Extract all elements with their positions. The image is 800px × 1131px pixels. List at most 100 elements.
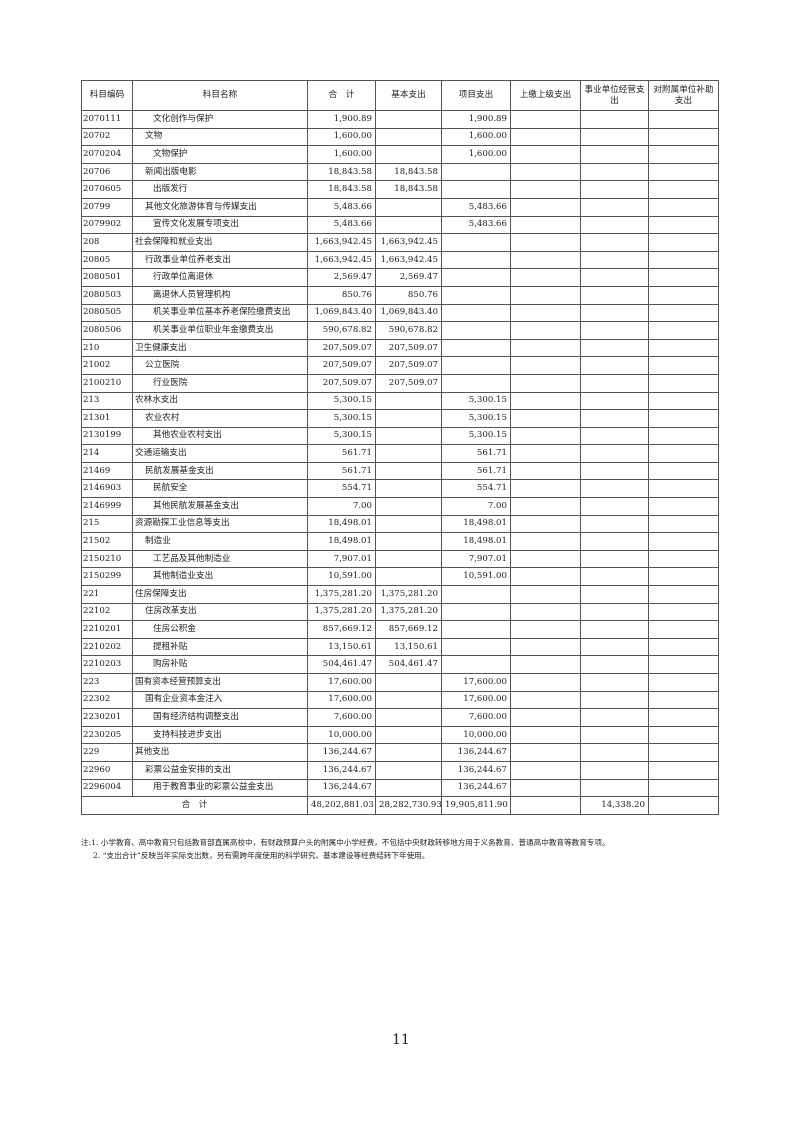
amount-cell	[375, 461, 442, 481]
amount-cell: 10,000.00	[441, 725, 511, 745]
subject-name: 提租补贴	[132, 637, 308, 657]
amount-cell	[580, 356, 649, 375]
amount-cell: 18,498.01	[441, 532, 511, 551]
amount-cell	[375, 725, 442, 745]
amount-cell	[510, 725, 581, 745]
amount-cell	[648, 268, 719, 287]
subject-code: 2130199	[81, 426, 133, 446]
amount-cell	[580, 673, 649, 692]
amount-cell: 18,498.01	[307, 532, 376, 551]
subject-name: 公立医院	[132, 356, 308, 375]
amount-cell	[580, 127, 649, 147]
amount-cell: 207,509.07	[375, 356, 442, 375]
subject-name: 工艺品及其他制造业	[132, 549, 308, 569]
amount-cell	[580, 497, 649, 516]
amount-cell: 1,069,843.40	[375, 303, 442, 323]
amount-cell: 554.71	[307, 479, 376, 499]
amount-cell: 2,569.47	[307, 268, 376, 287]
subject-name: 机关事业单位基本养老保险缴费支出	[132, 303, 308, 323]
total-amount: 19,905,811.90	[441, 796, 511, 815]
amount-cell	[580, 532, 649, 551]
amount-cell: 857,669.12	[307, 620, 376, 639]
amount-cell: 17,600.00	[307, 690, 376, 710]
amount-cell: 850.76	[307, 285, 376, 305]
subject-name: 卫生健康支出	[132, 338, 308, 358]
amount-cell: 17,600.00	[441, 690, 511, 710]
table-row: 2070204 文物保护 1,600.00 1,600.00	[81, 145, 719, 164]
table-row: 20799 其他文化旅游体育与传媒支出 5,483.66 5,483.66	[81, 197, 719, 217]
amount-cell	[510, 268, 581, 287]
amount-cell	[580, 303, 649, 323]
expenditure-table: 科目编码 科目名称合 计基本支出 项目支出 上缴上级支出 事业单位经营支出 对附属单位补助…	[81, 80, 719, 815]
column-header: 合 计	[307, 80, 376, 111]
table-row: 22960 彩票公益金安排的支出 136,244.67 136,244.67	[81, 760, 719, 780]
table-row: 2100210 行业医院 207,509.07 207,509.07	[81, 373, 719, 393]
subject-name: 住房公积金	[132, 620, 308, 639]
subject-code: 2146999	[81, 497, 133, 516]
amount-cell	[648, 162, 719, 182]
amount-cell	[441, 268, 511, 287]
amount-cell	[510, 338, 581, 358]
table-row: 2230205 支持科技进步支出 10,000.00 10,000.00	[81, 725, 719, 745]
amount-cell: 554.71	[441, 479, 511, 499]
amount-cell	[510, 127, 581, 147]
amount-cell: 1,663,942.45	[375, 233, 442, 252]
amount-cell: 7.00	[441, 497, 511, 516]
amount-cell	[510, 145, 581, 164]
amount-cell	[648, 409, 719, 428]
subject-name: 文物保护	[132, 145, 308, 164]
amount-cell	[441, 321, 511, 340]
subject-code: 20805	[81, 250, 133, 270]
amount-cell	[510, 708, 581, 727]
amount-cell	[648, 373, 719, 393]
amount-cell: 7,907.01	[307, 549, 376, 569]
subject-code: 2100210	[81, 373, 133, 393]
total-label: 合 计	[81, 796, 308, 815]
subject-code: 21502	[81, 532, 133, 551]
amount-cell: 13,150.61	[307, 637, 376, 657]
amount-cell: 5,483.66	[307, 215, 376, 235]
subject-name: 行业医院	[132, 373, 308, 393]
amount-cell	[441, 303, 511, 323]
table-row: 2080506 机关事业单位职业年金缴费支出 590,678.82 590,678.8…	[81, 321, 719, 340]
amount-cell: 561.71	[307, 461, 376, 481]
amount-cell: 561.71	[441, 444, 511, 463]
subject-code: 229	[81, 743, 133, 762]
amount-cell: 590,678.82	[307, 321, 376, 340]
subject-name: 其他农业农村支出	[132, 426, 308, 446]
subject-code: 2070204	[81, 145, 133, 164]
amount-cell	[510, 760, 581, 780]
table-row: 215 资源勘探工业信息等支出 18,498.01 18,498.01	[81, 514, 719, 534]
amount-cell: 504,461.47	[307, 655, 376, 674]
amount-cell	[648, 233, 719, 252]
amount-cell: 1,375,281.20	[307, 602, 376, 622]
total-amount: 14,338.20	[580, 796, 649, 815]
amount-cell	[648, 514, 719, 534]
table-row: 21469 民航发展基金支出 561.71 561.71	[81, 461, 719, 481]
amount-cell	[375, 110, 442, 129]
amount-cell	[648, 356, 719, 375]
subject-code: 2150299	[81, 567, 133, 587]
total-amount	[648, 796, 719, 815]
amount-cell	[375, 426, 442, 446]
amount-cell	[510, 655, 581, 674]
amount-cell: 561.71	[441, 461, 511, 481]
amount-cell	[580, 233, 649, 252]
subject-name: 用于教育事业的彩票公益金支出	[132, 778, 308, 798]
subject-code: 20702	[81, 127, 133, 147]
table-row: 214 交通运输支出 561.71 561.71	[81, 444, 719, 463]
amount-cell	[648, 197, 719, 217]
amount-cell: 561.71	[307, 444, 376, 463]
table-row: 223 国有资本经营预算支出 17,600.00 17,600.00	[81, 673, 719, 692]
column-header: 事业单位经营支出	[580, 80, 649, 111]
amount-cell	[648, 602, 719, 622]
amount-cell	[375, 215, 442, 235]
amount-cell	[648, 215, 719, 235]
subject-code: 20799	[81, 197, 133, 217]
amount-cell	[375, 778, 442, 798]
amount-cell: 7,600.00	[307, 708, 376, 727]
amount-cell: 5,483.66	[307, 197, 376, 217]
amount-cell	[375, 197, 442, 217]
subject-code: 210	[81, 338, 133, 358]
amount-cell: 136,244.67	[307, 760, 376, 780]
